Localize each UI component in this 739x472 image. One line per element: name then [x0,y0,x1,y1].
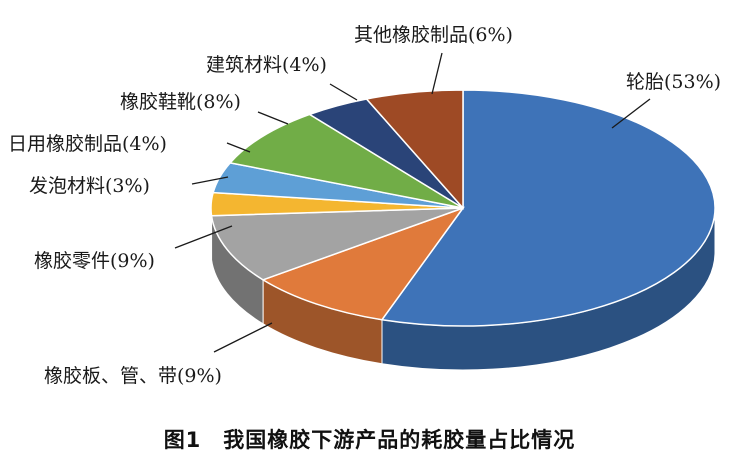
slice-label-building-material: 建筑材料(4%) [206,54,327,76]
leader-line-tire [611,98,651,129]
figure-caption: 图1 我国橡胶下游产品的耗胶量占比情况 [163,428,576,452]
pie-chart: 轮胎(53%) 橡胶板、管、带(9%) 橡胶零件(9%) 发泡材料(3%) 日用橡胶制品… [8,24,721,387]
leader-line-foam-material [191,176,229,185]
slice-label-other-rubber-products: 其他橡胶制品(6%) [354,24,513,46]
slice-label-tire: 轮胎(53%) [626,71,721,93]
leader-line-rubber-sheet-tube-belt [213,322,273,353]
leader-lines [174,52,651,353]
leader-line-building-material [329,83,358,101]
pie-slice-tire [380,89,716,327]
slice-labels: 轮胎(53%) 橡胶板、管、带(9%) 橡胶零件(9%) 发泡材料(3%) 日用橡胶制品… [8,24,721,387]
leader-line-rubber-footwear [257,111,289,125]
slice-label-rubber-sheet-tube-belt: 橡胶板、管、带(9%) [44,365,222,387]
pie-slice-rubber-sheet-tube-belt [261,206,466,321]
leader-line-other-rubber-products [431,52,443,95]
pie-slice-other-rubber-products [365,89,464,210]
slice-label-daily-rubber-products: 日用橡胶制品(4%) [8,133,167,155]
slice-label-rubber-footwear: 橡胶鞋靴(8%) [120,91,241,113]
slice-label-rubber-parts: 橡胶零件(9%) [34,250,155,272]
slice-label-foam-material: 发泡材料(3%) [29,175,150,197]
pie-slice-rubber-parts [210,207,464,281]
leader-line-daily-rubber-products [226,142,251,153]
pie-sides [210,207,716,371]
pie-slice-rubber-footwear [228,113,464,209]
pie-slices [210,89,716,327]
leader-line-rubber-parts [174,225,233,249]
